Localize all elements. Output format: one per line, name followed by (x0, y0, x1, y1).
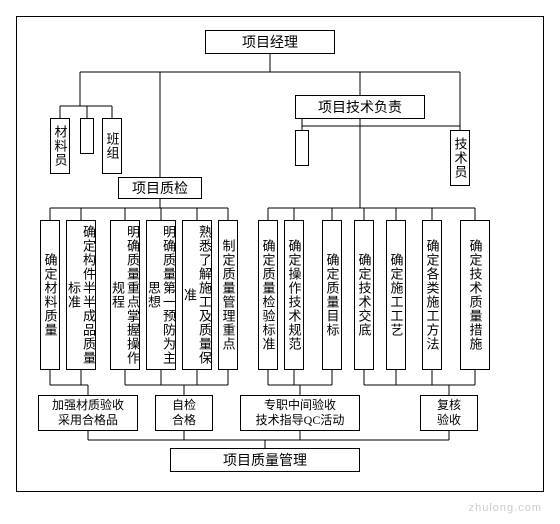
label-line-1: 自检 (172, 398, 196, 413)
label: 制定质量管理重点 (219, 239, 238, 351)
node-c5: 熟悉了解施工及质量保准 (182, 220, 212, 370)
label-line-1: 专职中间验收 (264, 398, 336, 413)
label: 熟悉了解施工及质量保准 (182, 225, 212, 365)
label: 明确质量第一预防为主思想 (146, 225, 176, 365)
label: 项目经理 (242, 32, 298, 52)
label: 项目技术负责 (318, 97, 402, 117)
node-project-manager: 项目经理 (205, 30, 335, 54)
label: 项目质检 (132, 178, 188, 198)
label-line-1: 加强材质验收 (52, 398, 124, 413)
node-c6: 制定质量管理重点 (218, 220, 238, 370)
node-c13: 确定技术质量措施 (460, 220, 490, 370)
label: 确定技术质量措施 (468, 239, 483, 351)
label-line-2: 合格 (172, 413, 196, 428)
node-bottom-1: 加强材质验收 采用合格品 (38, 395, 138, 431)
label: 确定质量目标 (323, 253, 342, 337)
label: 技术员 (451, 137, 470, 179)
node-team: 班组 (102, 118, 122, 174)
label: 项目质量管理 (223, 450, 307, 470)
watermark: zhulong.com (469, 502, 542, 514)
label-line-2: 验收 (437, 413, 461, 428)
node-bottom-2: 自检 合格 (155, 395, 213, 431)
label-line-2: 采用合格品 (58, 413, 118, 428)
node-material-staff: 材料员 (50, 118, 70, 174)
node-small-2 (295, 130, 309, 166)
node-c11: 确定施工工艺 (386, 220, 406, 370)
node-c10: 确定技术交底 (354, 220, 374, 370)
node-bottom-4: 复核 验收 (420, 395, 478, 431)
label: 确定施工工艺 (387, 253, 406, 337)
node-c2: 确定构件半半成品质量标准 (66, 220, 96, 370)
node-c9: 确定质量目标 (322, 220, 342, 370)
node-c1: 确定材料质量 (40, 220, 60, 370)
label: 班组 (103, 132, 122, 160)
node-quality-mgmt: 项目质量管理 (170, 448, 360, 472)
node-tech-lead: 项目技术负责 (295, 95, 425, 119)
label: 明确质量重点掌握操作规程 (110, 225, 140, 365)
label: 确定各类施工方法 (423, 239, 442, 351)
label: 确定材料质量 (41, 253, 60, 337)
label: 确定质量检验标准 (259, 239, 278, 351)
label: 确定构件半半成品质量标准 (66, 225, 96, 365)
node-c7: 确定质量检验标准 (258, 220, 278, 370)
node-tech-staff: 技术员 (450, 130, 470, 186)
node-c12: 确定各类施工方法 (422, 220, 442, 370)
node-bottom-3: 专职中间验收 技术指导QC活动 (240, 395, 360, 431)
label-line-2: 技术指导QC活动 (256, 413, 345, 428)
node-c3: 明确质量重点掌握操作规程 (110, 220, 140, 370)
node-c4: 明确质量第一预防为主思想 (146, 220, 176, 370)
node-small-1 (80, 118, 94, 154)
label-line-1: 复核 (437, 398, 461, 413)
node-c8: 确定操作技术规范 (284, 220, 304, 370)
label: 材料员 (51, 125, 70, 167)
node-project-qc: 项目质检 (118, 177, 202, 199)
label: 确定技术交底 (355, 253, 374, 337)
label: 确定操作技术规范 (285, 239, 304, 351)
